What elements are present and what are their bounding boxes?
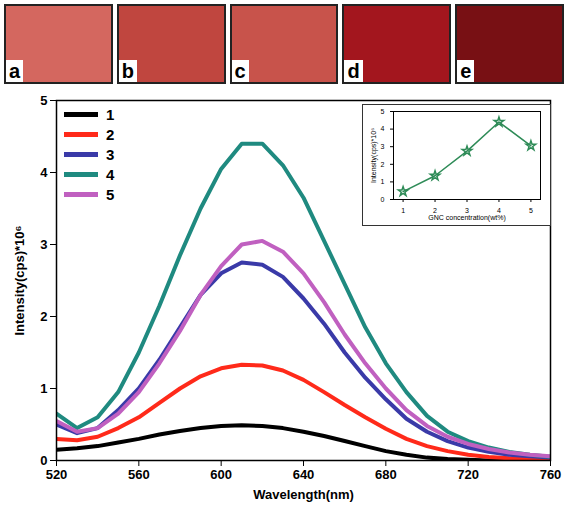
svg-text:GNC concentration(wt%): GNC concentration(wt%)	[428, 214, 505, 222]
svg-text:4: 4	[497, 207, 501, 215]
svg-text:2: 2	[381, 161, 385, 168]
svg-text:5: 5	[529, 207, 533, 214]
html-text:c: c	[234, 60, 246, 82]
svg-text:4: 4	[381, 125, 385, 132]
svg-text:0: 0	[40, 453, 47, 468]
svg-text:680: 680	[375, 467, 397, 482]
svg-text:Intensity(cps)*10⁶: Intensity(cps)*10⁶	[12, 225, 27, 335]
html-text:b: b	[121, 60, 134, 82]
html-text:1: 1	[106, 105, 115, 123]
html-text:e: e	[460, 60, 472, 82]
html-text:2: 2	[106, 125, 115, 143]
svg-text:760: 760	[540, 467, 562, 482]
svg-text:Intensity(cps)*10⁶: Intensity(cps)*10⁶	[370, 128, 378, 183]
svg-text:720: 720	[457, 467, 479, 482]
svg-text:520: 520	[46, 467, 68, 482]
svg-text:600: 600	[210, 467, 232, 482]
svg-text:5: 5	[40, 93, 47, 108]
svg-text:5: 5	[381, 108, 385, 115]
html-text:3: 3	[106, 145, 115, 163]
svg-text:3: 3	[40, 237, 47, 252]
svg-text:0: 0	[381, 196, 385, 203]
svg-text:1: 1	[401, 207, 405, 214]
svg-text:1: 1	[381, 178, 385, 185]
svg-text:3: 3	[381, 143, 385, 150]
svg-text:Wavelength(nm): Wavelength(nm)	[253, 487, 354, 502]
svg-text:560: 560	[128, 467, 150, 482]
html-text:a: a	[9, 60, 21, 82]
svg-text:640: 640	[293, 467, 315, 482]
html-text:d: d	[347, 60, 360, 82]
svg-text:4: 4	[40, 165, 48, 180]
svg-text:2: 2	[433, 207, 437, 215]
svg-text:3: 3	[465, 207, 469, 215]
html-text:4: 4	[106, 165, 115, 183]
svg-text:1: 1	[40, 381, 47, 396]
html-text:5: 5	[106, 185, 115, 203]
svg-text:2: 2	[40, 309, 47, 324]
